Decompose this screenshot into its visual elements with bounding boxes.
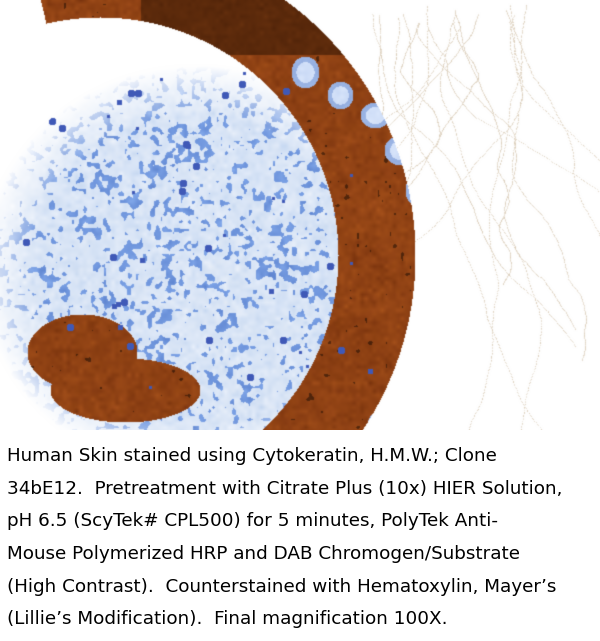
Text: Mouse Polymerized HRP and DAB Chromogen/Substrate: Mouse Polymerized HRP and DAB Chromogen/… [7, 545, 520, 563]
Text: Human Skin stained using Cytokeratin, H.M.W.; Clone: Human Skin stained using Cytokeratin, H.… [7, 447, 497, 465]
Text: (Lillie’s Modification).  Final magnification 100X.: (Lillie’s Modification). Final magnifica… [7, 610, 448, 628]
Text: pH 6.5 (ScyTek# CPL500) for 5 minutes, PolyTek Anti-: pH 6.5 (ScyTek# CPL500) for 5 minutes, P… [7, 512, 498, 530]
Text: (High Contrast).  Counterstained with Hematoxylin, Mayer’s: (High Contrast). Counterstained with Hem… [7, 578, 557, 595]
Text: 34bE12.  Pretreatment with Citrate Plus (10x) HIER Solution,: 34bE12. Pretreatment with Citrate Plus (… [7, 479, 563, 497]
